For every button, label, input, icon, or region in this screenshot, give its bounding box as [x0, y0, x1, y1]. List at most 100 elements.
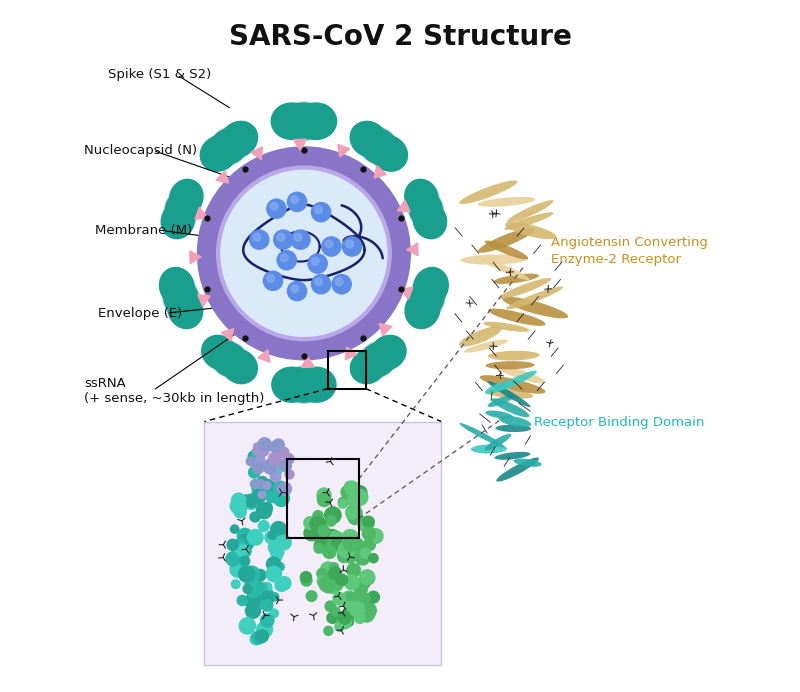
Ellipse shape — [502, 297, 568, 318]
Circle shape — [344, 481, 356, 493]
Circle shape — [330, 606, 341, 617]
Circle shape — [367, 528, 384, 544]
Ellipse shape — [278, 365, 330, 404]
Ellipse shape — [406, 185, 445, 233]
Polygon shape — [294, 139, 306, 150]
Circle shape — [287, 282, 306, 301]
Circle shape — [359, 569, 375, 585]
Circle shape — [230, 498, 246, 514]
Ellipse shape — [514, 459, 542, 467]
Ellipse shape — [161, 202, 195, 239]
Circle shape — [331, 579, 343, 591]
Circle shape — [290, 196, 298, 203]
Circle shape — [256, 443, 270, 457]
Circle shape — [274, 230, 293, 249]
Circle shape — [314, 543, 325, 554]
Circle shape — [239, 556, 250, 567]
Circle shape — [337, 549, 350, 563]
Ellipse shape — [488, 351, 539, 361]
Circle shape — [237, 594, 248, 606]
Circle shape — [255, 629, 269, 644]
Circle shape — [234, 505, 247, 518]
Circle shape — [354, 581, 368, 596]
Circle shape — [352, 489, 369, 506]
Circle shape — [243, 565, 261, 583]
Circle shape — [352, 599, 366, 613]
Circle shape — [303, 516, 318, 530]
Circle shape — [233, 538, 246, 551]
Circle shape — [238, 545, 252, 558]
Ellipse shape — [460, 255, 528, 264]
Text: SARS-CoV 2 Structure: SARS-CoV 2 Structure — [229, 24, 571, 51]
Circle shape — [198, 147, 410, 360]
Circle shape — [244, 593, 262, 610]
Circle shape — [254, 479, 266, 489]
Circle shape — [258, 588, 275, 606]
Circle shape — [256, 621, 274, 638]
Circle shape — [317, 492, 332, 507]
Ellipse shape — [404, 179, 439, 216]
Ellipse shape — [355, 125, 402, 167]
Circle shape — [268, 463, 282, 477]
Ellipse shape — [482, 258, 530, 280]
Ellipse shape — [409, 278, 445, 318]
Ellipse shape — [162, 273, 201, 323]
Circle shape — [260, 502, 273, 515]
Circle shape — [358, 606, 375, 623]
Circle shape — [344, 482, 357, 495]
Ellipse shape — [486, 361, 534, 370]
Circle shape — [363, 538, 376, 552]
Circle shape — [339, 593, 351, 606]
Circle shape — [362, 572, 375, 585]
Circle shape — [330, 536, 346, 551]
Text: Angiotensin Converting
Enzyme-2 Receptor: Angiotensin Converting Enzyme-2 Receptor — [551, 236, 708, 266]
Circle shape — [250, 489, 266, 504]
Circle shape — [269, 608, 279, 619]
Ellipse shape — [471, 444, 507, 453]
Polygon shape — [346, 347, 357, 360]
Circle shape — [255, 582, 267, 594]
Circle shape — [329, 562, 339, 572]
Polygon shape — [222, 329, 234, 341]
Circle shape — [277, 233, 285, 241]
Circle shape — [343, 592, 361, 609]
Ellipse shape — [350, 349, 386, 384]
Circle shape — [318, 575, 336, 592]
Circle shape — [250, 230, 269, 249]
Circle shape — [342, 237, 362, 256]
Circle shape — [230, 579, 241, 589]
Circle shape — [347, 491, 365, 508]
Ellipse shape — [220, 120, 258, 158]
Ellipse shape — [498, 371, 537, 390]
Circle shape — [239, 549, 249, 559]
Circle shape — [284, 469, 294, 480]
Ellipse shape — [206, 125, 253, 167]
Circle shape — [255, 454, 266, 464]
Ellipse shape — [295, 102, 338, 140]
Ellipse shape — [478, 228, 534, 253]
Circle shape — [338, 610, 352, 625]
Ellipse shape — [485, 241, 528, 260]
Circle shape — [368, 553, 379, 563]
Ellipse shape — [486, 390, 534, 399]
Circle shape — [346, 240, 354, 248]
Circle shape — [276, 484, 286, 493]
Circle shape — [240, 494, 252, 506]
Circle shape — [327, 530, 344, 547]
Circle shape — [268, 452, 282, 466]
Circle shape — [324, 600, 337, 612]
Ellipse shape — [483, 322, 530, 332]
Circle shape — [236, 503, 247, 515]
Circle shape — [266, 565, 282, 582]
Circle shape — [266, 491, 278, 504]
Circle shape — [355, 591, 370, 607]
Ellipse shape — [165, 190, 199, 228]
Circle shape — [238, 565, 255, 583]
Polygon shape — [338, 145, 350, 157]
Circle shape — [250, 632, 262, 646]
Circle shape — [316, 487, 332, 503]
Ellipse shape — [200, 135, 238, 172]
Circle shape — [354, 597, 365, 609]
Circle shape — [266, 556, 282, 572]
Text: Envelope (E): Envelope (E) — [98, 307, 182, 320]
